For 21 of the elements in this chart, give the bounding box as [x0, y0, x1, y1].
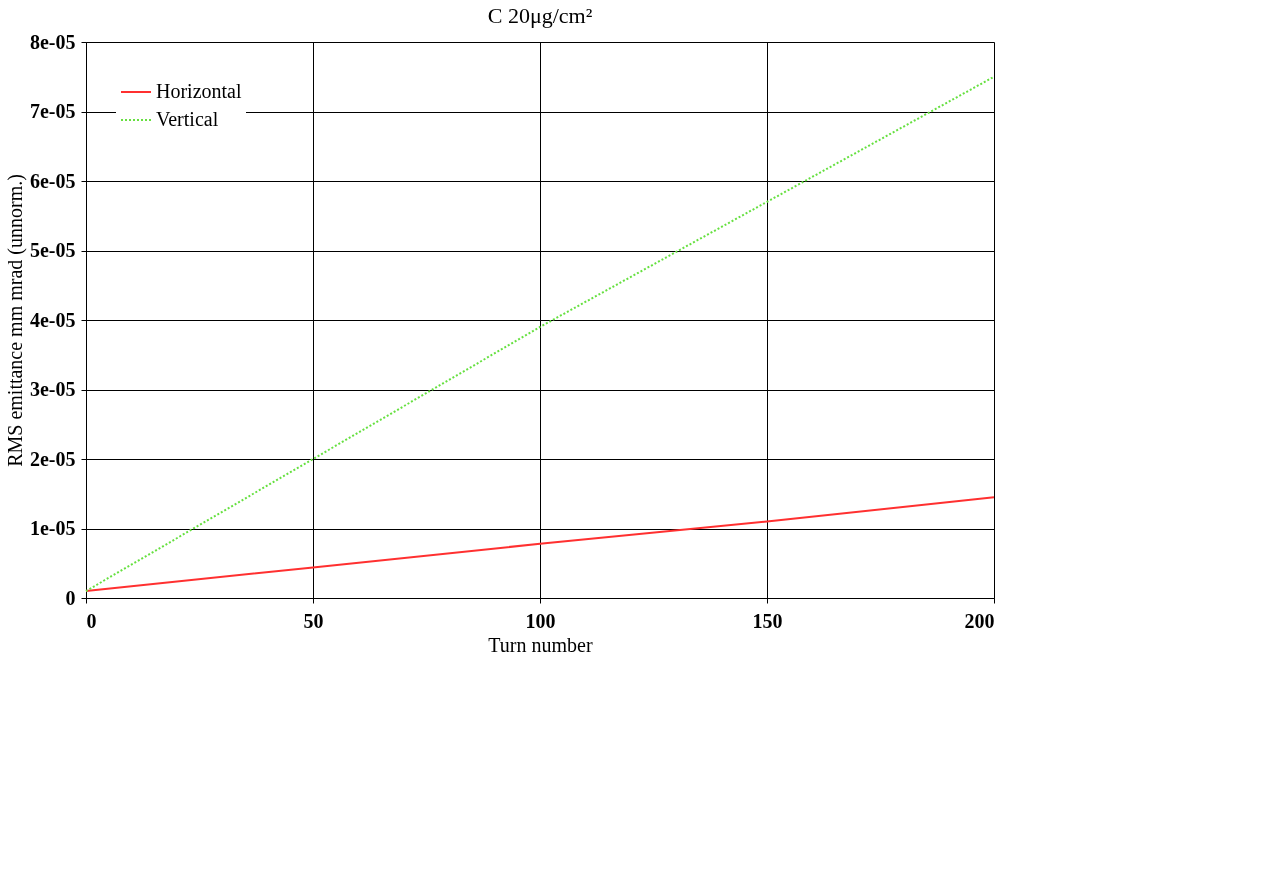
y-tick-label: 8e-05: [29, 30, 76, 53]
y-tick-label: 1e-05: [29, 517, 76, 539]
x-tick-label: 200: [964, 609, 995, 632]
y-tick-label: 5e-05: [29, 239, 76, 261]
x-tick-label: 0: [86, 609, 97, 632]
line-series: [85, 75, 995, 593]
chart-title: C 20μg/cm²: [487, 3, 593, 28]
x-tick-label: 50: [303, 609, 324, 632]
x-tick-label: 100: [525, 609, 556, 632]
x-tick-label: 150: [752, 609, 783, 632]
y-axis-title: RMS emittance mm mrad (unnorm.): [3, 174, 27, 467]
x-axis-title: Turn number: [488, 633, 593, 656]
legend-label: Vertical: [156, 108, 219, 130]
y-tick-label: 4e-05: [29, 308, 76, 331]
y-tick-label: 0: [65, 586, 76, 609]
line-series: [85, 496, 995, 593]
y-tick-label: 7e-05: [29, 100, 76, 122]
y-tick-label: 3e-05: [29, 378, 76, 400]
y-tick-label: 6e-05: [29, 169, 76, 192]
legend-label: Horizontal: [156, 80, 242, 102]
y-tick-label: 2e-05: [29, 447, 76, 470]
